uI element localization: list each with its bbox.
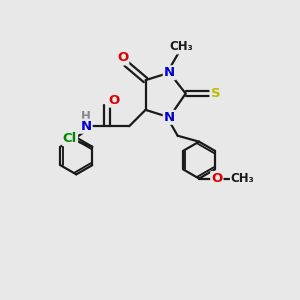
Text: N: N xyxy=(164,111,175,124)
Text: O: O xyxy=(109,94,120,106)
Text: H: H xyxy=(81,110,90,123)
Text: O: O xyxy=(117,51,128,64)
Text: N: N xyxy=(80,120,92,133)
Text: CH₃: CH₃ xyxy=(231,172,255,185)
Text: O: O xyxy=(211,172,223,185)
Text: CH₃: CH₃ xyxy=(169,40,193,53)
Text: S: S xyxy=(211,87,220,100)
Text: Cl: Cl xyxy=(63,132,77,145)
Text: N: N xyxy=(164,66,175,79)
